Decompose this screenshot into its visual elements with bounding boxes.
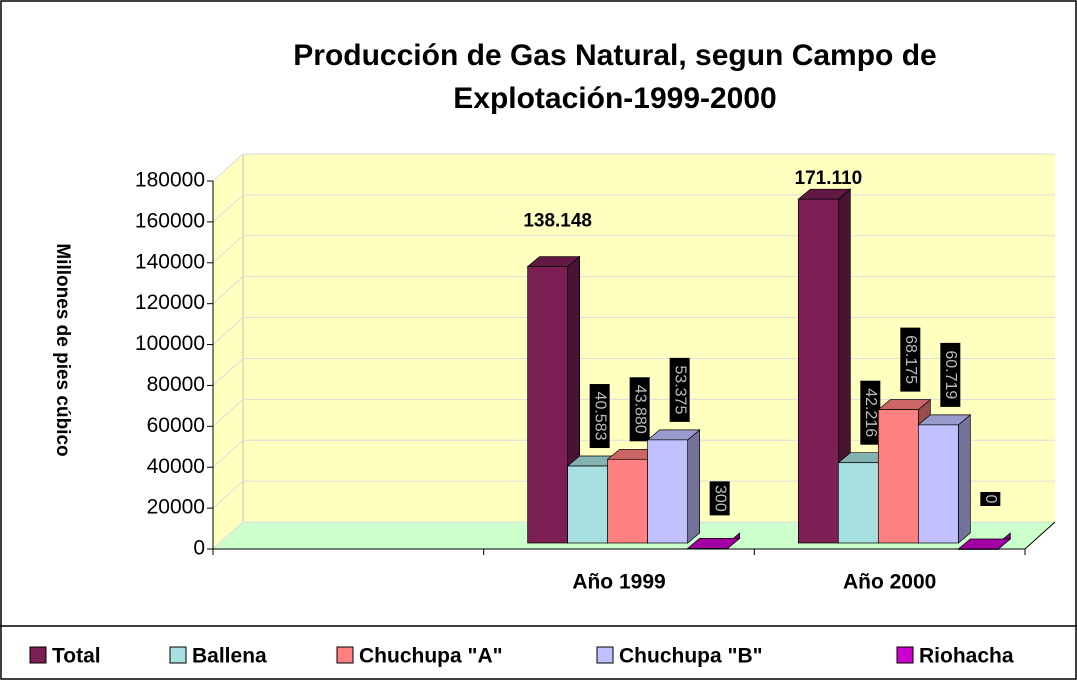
grid-line (212, 153, 1055, 182)
data-label: 138.148 (523, 211, 592, 232)
grid-line (212, 439, 1055, 468)
chart-title: Producción de Gas Natural, segun Campo d… (293, 39, 936, 72)
bar-front (877, 409, 919, 544)
data-label: 53.375 (671, 365, 688, 414)
legend-label: Ballena (192, 645, 267, 668)
data-label: 60.719 (942, 350, 959, 399)
y-tick-label: 180000 (135, 169, 205, 192)
y-tick-label: 20000 (147, 496, 205, 519)
bar (957, 532, 1012, 550)
y-tick-label: 120000 (135, 291, 205, 314)
bar-front (687, 548, 729, 550)
data-label: 0 (982, 495, 999, 504)
chart-title: Explotación-1999-2000 (453, 82, 776, 115)
x-tick-label: Año 2000 (843, 571, 936, 594)
y-axis-title: Millones de pies cúbico (52, 243, 73, 456)
data-label-bg (589, 384, 610, 449)
bar-side (687, 429, 701, 544)
data-label-bg (669, 357, 690, 422)
data-label-bg (900, 327, 921, 392)
bar (646, 429, 701, 544)
legend-swatch (336, 646, 354, 664)
x-tick-label: Año 1999 (572, 571, 665, 594)
legend-label: Chuchupa "A" (359, 645, 503, 668)
bar-front (527, 266, 569, 544)
legend-swatch (896, 646, 914, 664)
legend-label: Riohacha (919, 645, 1014, 668)
bar-front (837, 462, 879, 544)
data-label: 171.110 (795, 168, 863, 189)
data-label: 300 (711, 485, 728, 512)
data-label-bg (860, 380, 881, 445)
data-label: 42.216 (862, 388, 879, 437)
bar-front (647, 439, 689, 544)
y-tick-label: 140000 (135, 250, 205, 273)
y-tick-label: 80000 (147, 373, 205, 396)
legend-label: Total (52, 645, 101, 668)
grid-line (212, 357, 1055, 386)
y-tick-label: 60000 (147, 414, 205, 437)
legend-label: Chuchupa "B" (619, 645, 763, 668)
data-label-bg (940, 342, 961, 407)
grid-line (212, 521, 1055, 550)
legend-swatch (29, 646, 47, 664)
bar-front (567, 465, 609, 544)
grid-line (212, 398, 1055, 427)
bar-front (607, 458, 649, 544)
bar (686, 532, 741, 550)
y-tick-label: 40000 (147, 455, 205, 478)
data-label-bg (980, 492, 1001, 506)
y-tick-label: 160000 (135, 209, 205, 232)
y-tick-label: 100000 (135, 332, 205, 355)
side-wall (212, 153, 244, 550)
bar-front (797, 198, 839, 544)
bar-side (957, 414, 971, 544)
data-label: 43.880 (631, 385, 648, 434)
grid-line (212, 276, 1055, 305)
bar (797, 188, 852, 544)
legend-swatch (596, 646, 614, 664)
grid-line (212, 235, 1055, 264)
data-label: 40.583 (591, 392, 608, 441)
back-wall (243, 154, 1055, 522)
grid-line (212, 317, 1055, 345)
y-tick-label: 0 (193, 537, 205, 560)
bar-front (917, 424, 959, 544)
grid-line (212, 194, 1055, 223)
data-label-bg (629, 377, 650, 442)
grid-line (212, 480, 1055, 509)
bar (917, 414, 972, 544)
legend-swatch (169, 646, 187, 664)
data-label-bg (709, 481, 730, 516)
bar-front (957, 548, 999, 550)
data-label: 68.175 (902, 335, 919, 384)
